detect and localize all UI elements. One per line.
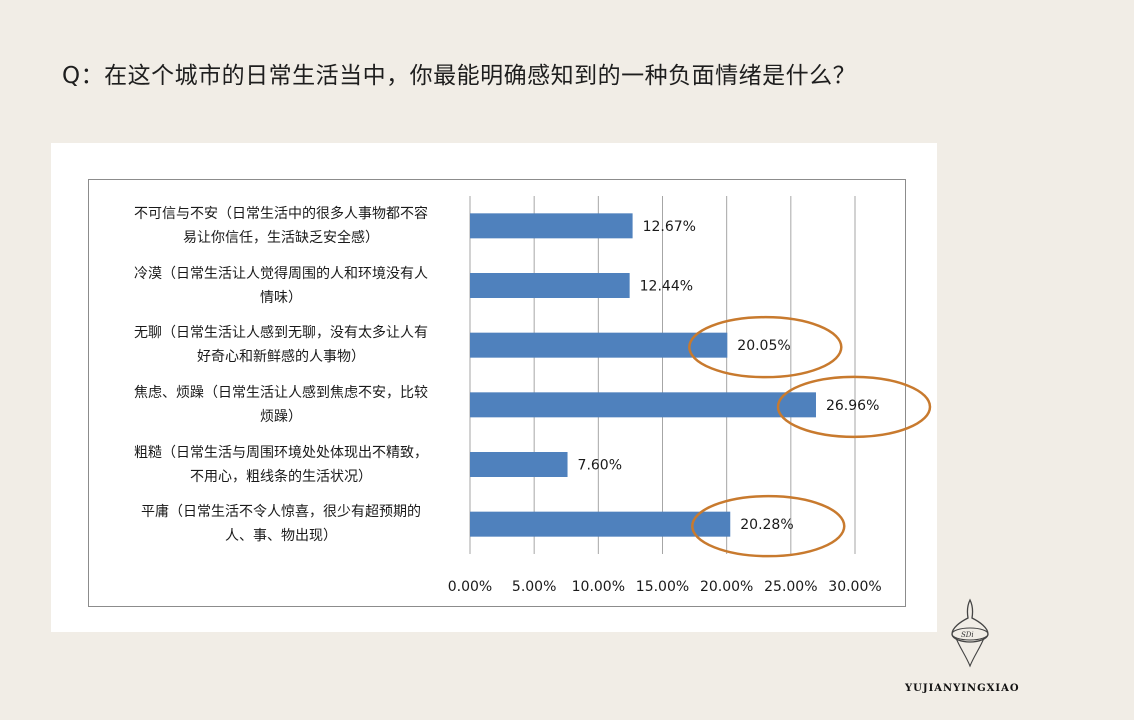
value-label: 12.67% [643, 219, 696, 235]
category-label-line1: 平庸（日常生活不令人惊喜，很少有超预期的 [141, 504, 421, 521]
x-tick-label: 10.00% [572, 579, 625, 595]
highlight-ring [688, 315, 843, 379]
bar [470, 452, 568, 477]
bar [470, 332, 728, 358]
brand-name: YUJIANYINGXIAO [905, 683, 1020, 694]
category-label: 平庸（日常生活不令人惊喜，很少有超预期的 人、事、物出现） [96, 500, 466, 548]
category-label: 粗糙（日常生活与周围环境处处体现出不精致， 不用心，粗线条的生活状况） [96, 441, 466, 489]
value-label: 20.05% [737, 338, 790, 354]
bars [470, 213, 816, 537]
category-label-line2: 人、事、物出现） [225, 528, 337, 545]
category-label-line2: 好奇心和新鲜感的人事物） [197, 349, 365, 366]
x-tick-label: 20.00% [700, 579, 753, 595]
x-tick-label: 30.00% [828, 579, 881, 595]
x-tick-label: 25.00% [764, 579, 817, 595]
highlight-ring [776, 375, 932, 439]
x-tick-label: 0.00% [448, 579, 492, 595]
category-label: 冷漠（日常生活让人觉得周围的人和环境没有人 情味） [96, 262, 466, 310]
category-label: 不可信与不安（日常生活中的很多人事物都不容 易让你信任，生活缺乏安全感） [96, 202, 466, 250]
x-axis-ticks: 0.00% 5.00% 10.00% 15.00% 20.00% 25.00% 30.00% [448, 579, 882, 595]
category-label-line1: 不可信与不安（日常生活中的很多人事物都不容 [134, 205, 428, 222]
bar [470, 511, 731, 537]
bar [470, 392, 816, 418]
category-label-line1: 焦虑、烦躁（日常生活让人感到焦虑不安，比较 [134, 384, 428, 401]
logo-text: SDi [961, 631, 974, 639]
value-label: 20.28% [740, 517, 793, 533]
x-tick-label: 5.00% [512, 579, 556, 595]
category-label-line2: 易让你信任，生活缺乏安全感） [183, 229, 379, 246]
category-label-line2: 不用心，粗线条的生活状况） [190, 468, 372, 485]
category-label: 焦虑、烦躁（日常生活让人感到焦虑不安，比较 烦躁） [96, 381, 466, 429]
value-label: 7.60% [578, 458, 622, 474]
category-label-line2: 情味） [260, 289, 302, 306]
category-label-line2: 烦躁） [260, 408, 302, 425]
value-labels: 12.67% 12.44% 20.05% 26.96% 7.60% 20.28% [578, 219, 880, 533]
category-label-line1: 无聊（日常生活让人感到无聊，没有太多让人有 [134, 325, 428, 342]
question-title: Q：在这个城市的日常生活当中，你最能明确感知到的一种负面情绪是什么？ [62, 63, 857, 89]
highlight-ring [691, 494, 846, 558]
category-label-line1: 粗糙（日常生活与周围环境处处体现出不精致， [134, 444, 428, 461]
x-tick-label: 15.00% [636, 579, 689, 595]
highlight-rings [688, 315, 932, 558]
bar [470, 213, 633, 239]
grid-lines [469, 196, 856, 554]
category-label-line1: 冷漠（日常生活让人觉得周围的人和环境没有人 [134, 265, 428, 282]
category-label: 无聊（日常生活让人感到无聊，没有太多让人有 好奇心和新鲜感的人事物） [96, 321, 466, 369]
value-label: 12.44% [640, 279, 693, 295]
spinning-top-logo-icon: SDi [951, 598, 989, 668]
value-label: 26.96% [826, 398, 879, 414]
bar [470, 273, 630, 298]
